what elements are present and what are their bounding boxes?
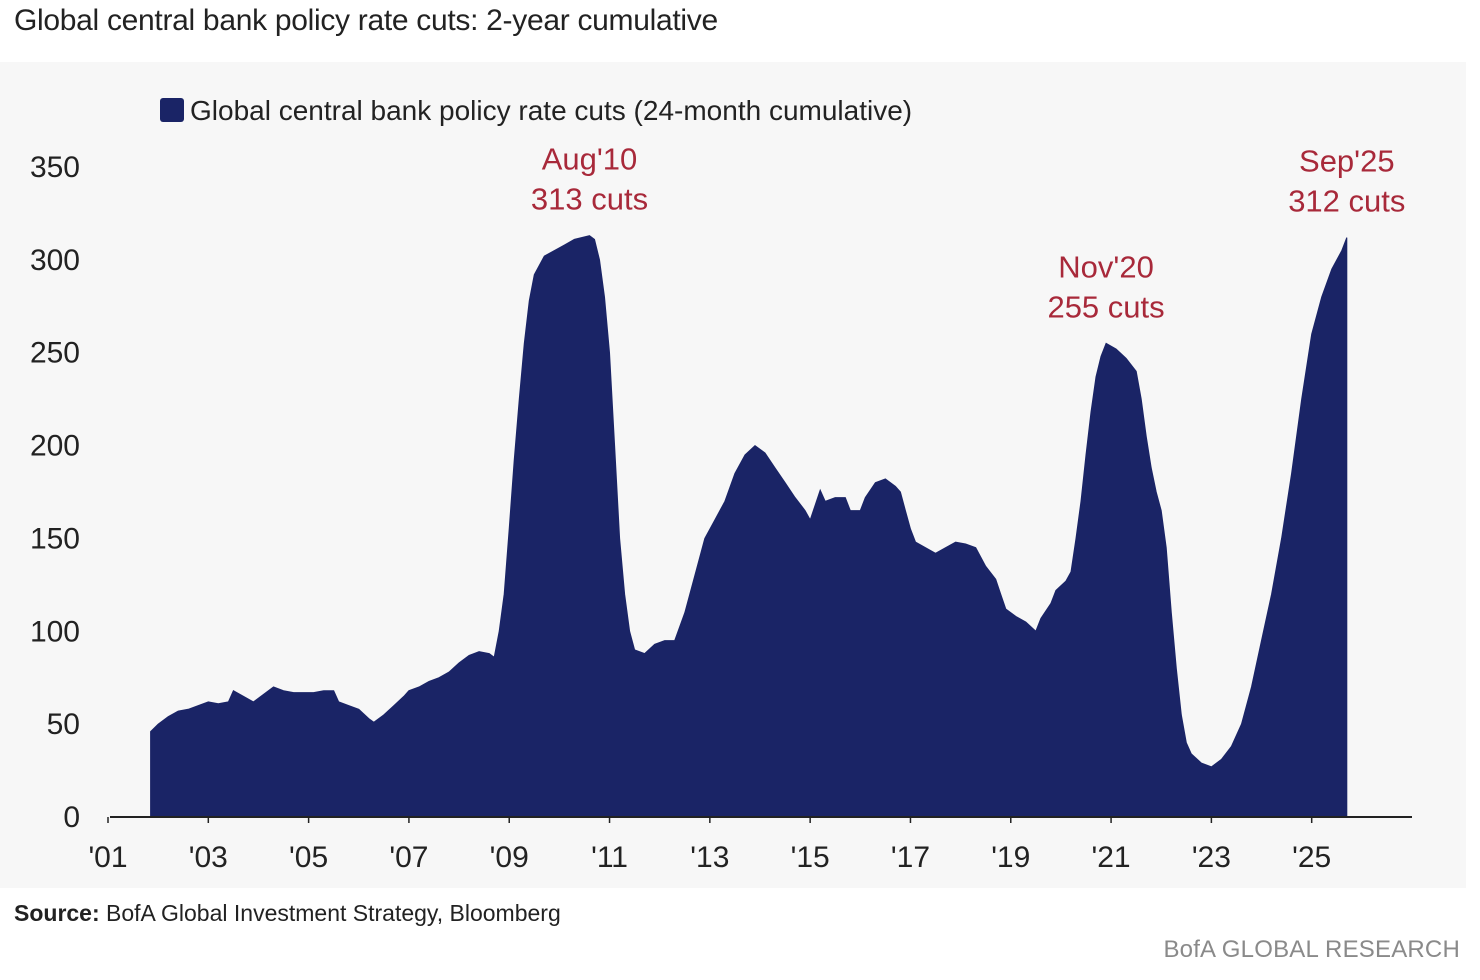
x-tick-label: '07 <box>389 841 428 874</box>
x-tick-label: '17 <box>891 841 930 874</box>
y-tick-label: 350 <box>30 151 80 184</box>
x-tick-label: '23 <box>1192 841 1231 874</box>
annotation-value: 255 cuts <box>1047 289 1164 324</box>
y-tick-label: 200 <box>30 430 80 463</box>
y-axis: 0 50 100 150 200 250 300 350 <box>30 151 80 834</box>
chart-title: Global central bank policy rate cuts: 2-… <box>14 4 718 37</box>
chart-legend: Global central bank policy rate cuts (24… <box>160 95 912 126</box>
y-tick-label: 300 <box>30 244 80 277</box>
x-tick-label: '19 <box>991 841 1030 874</box>
x-tick-label: '25 <box>1292 841 1331 874</box>
brand-footer: BofA GLOBAL RESEARCH <box>1163 936 1460 963</box>
legend-label: Global central bank policy rate cuts (24… <box>190 95 912 126</box>
y-tick-label: 50 <box>47 708 80 741</box>
y-tick-label: 100 <box>30 615 80 648</box>
x-axis: '01 '03 '05 '07 '09 '11 '13 '15 '17 '19 '21 '23 '25 <box>88 816 1412 874</box>
source-note: Source: BofA Global Investment Strategy,… <box>14 900 561 927</box>
x-tick-label: '13 <box>690 841 729 874</box>
annotation-date: Sep'25 <box>1299 144 1395 179</box>
source-text: BofA Global Investment Strategy, Bloombe… <box>106 900 561 926</box>
plot-area <box>150 235 1348 818</box>
y-tick-label: 150 <box>30 522 80 555</box>
annotation-value: 313 cuts <box>531 182 648 217</box>
x-tick-label: '11 <box>591 841 628 874</box>
chart-svg: Global central bank policy rate cuts (24… <box>30 95 1412 874</box>
x-tick-label: '01 <box>88 841 127 874</box>
x-tick-label: '09 <box>490 841 529 874</box>
x-tick-label: '03 <box>189 841 228 874</box>
y-tick-label: 250 <box>30 337 80 370</box>
x-tick-label: '15 <box>791 841 830 874</box>
annotation-date: Aug'10 <box>542 142 638 177</box>
area-series <box>150 235 1348 818</box>
annotation-date: Nov'20 <box>1058 249 1154 284</box>
y-tick-label: 0 <box>63 801 80 834</box>
peak-annotations: Aug'10 313 cuts Nov'20 255 cuts Sep'25 312 cu… <box>531 142 1406 325</box>
x-tick-label: '05 <box>289 841 328 874</box>
source-label: Source: <box>14 900 100 926</box>
legend-swatch <box>160 98 184 122</box>
annotation-value: 312 cuts <box>1288 184 1405 219</box>
chart-panel: Global central bank policy rate cuts (24… <box>0 62 1466 888</box>
x-tick-label: '21 <box>1092 841 1131 874</box>
